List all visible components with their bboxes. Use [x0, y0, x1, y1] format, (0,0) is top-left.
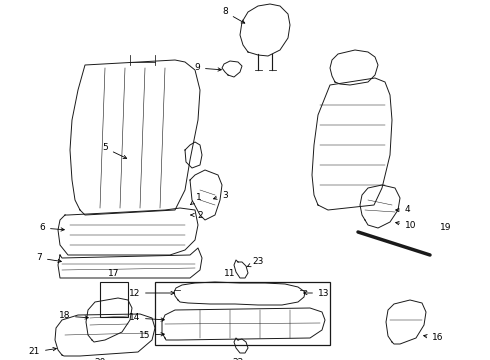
Text: 5: 5	[102, 144, 126, 158]
Bar	[100, 282, 128, 317]
Text: 16: 16	[424, 333, 443, 342]
Text: 13: 13	[304, 288, 329, 297]
Text: 3: 3	[214, 190, 228, 199]
Text: 9: 9	[194, 63, 221, 72]
Text: 6: 6	[39, 224, 64, 233]
Text: 17: 17	[108, 269, 120, 278]
Text: 20: 20	[94, 358, 106, 360]
Text: 23: 23	[246, 257, 264, 267]
Text: 1: 1	[191, 194, 202, 204]
Text: 21: 21	[28, 347, 56, 356]
Text: 4: 4	[396, 206, 411, 215]
Text: 19: 19	[440, 224, 451, 233]
Text: 10: 10	[395, 220, 416, 230]
Text: 14: 14	[129, 314, 164, 323]
Text: 7: 7	[36, 253, 61, 262]
Text: 11: 11	[224, 269, 236, 278]
Text: 18: 18	[58, 311, 88, 320]
Text: 22: 22	[232, 358, 244, 360]
Bar	[155, 282, 330, 345]
Text: 2: 2	[191, 211, 203, 220]
Text: 12: 12	[129, 288, 174, 297]
Text: 8: 8	[222, 8, 245, 23]
Text: 15: 15	[139, 330, 164, 339]
